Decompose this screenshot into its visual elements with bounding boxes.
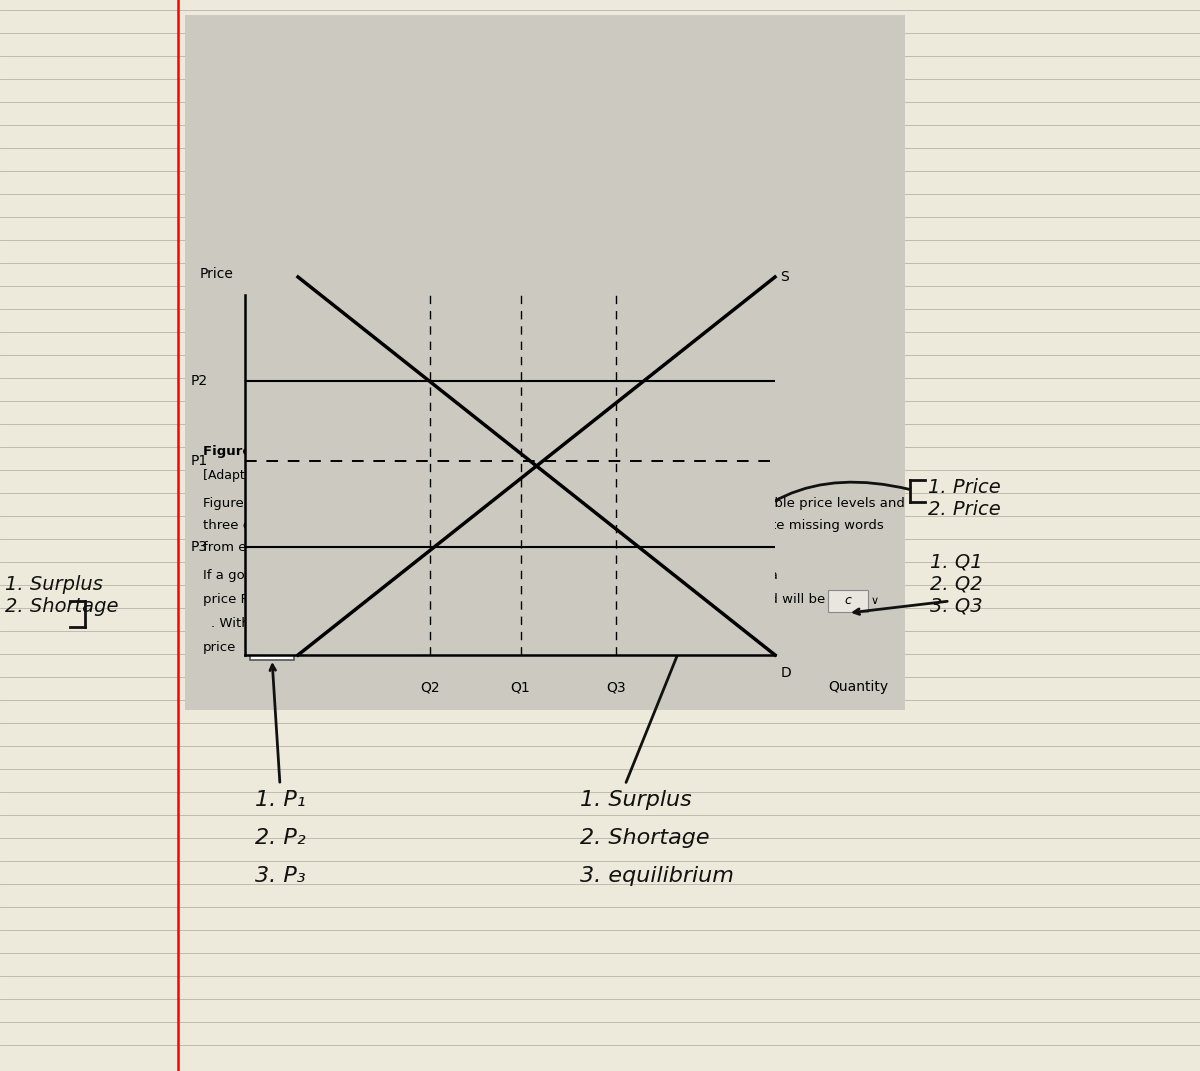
Text: price: price (203, 642, 236, 654)
Text: Quantity: Quantity (828, 680, 888, 694)
FancyBboxPatch shape (670, 565, 724, 588)
Text: .: . (311, 642, 316, 654)
Text: Figure 6 shows a market supply (S) and demand curve (D) for wheat, with three po: Figure 6 shows a market supply (S) and d… (203, 497, 905, 510)
Text: 3. P₃: 3. P₃ (256, 866, 306, 886)
Text: Q2: Q2 (421, 680, 440, 694)
Text: . At a: . At a (743, 569, 778, 582)
Text: 2. P₂: 2. P₂ (256, 828, 306, 848)
FancyBboxPatch shape (370, 590, 432, 612)
Text: [Adapted from Figure 12.9 from Book 2 – an additional line labelled P₃ is added]: [Adapted from Figure 12.9 from Book 2 – … (203, 469, 703, 482)
Text: 3. Q3: 3. Q3 (930, 597, 983, 616)
Text: Price: Price (200, 267, 234, 281)
Bar (185, 15, 905, 710)
FancyBboxPatch shape (828, 590, 868, 612)
Text: 2. Price: 2. Price (928, 500, 1001, 519)
Text: a: a (694, 571, 701, 584)
Text: e: e (268, 643, 276, 655)
Text: Q3: Q3 (606, 680, 626, 694)
Text: b: b (396, 594, 406, 608)
Text: of wheat in the market and the quantity supplied will be: of wheat in the market and the quantity … (449, 593, 826, 606)
Text: 2. Shortage: 2. Shortage (580, 828, 709, 848)
FancyBboxPatch shape (662, 614, 709, 636)
FancyBboxPatch shape (250, 638, 294, 660)
Text: P3: P3 (191, 540, 208, 554)
Text: from each drop down list.: from each drop down list. (203, 541, 373, 554)
Text: three different quantities.  Complete the statement below by selecting the appro: three different quantities. Complete the… (203, 519, 883, 532)
Text: 2. Q2: 2. Q2 (930, 575, 983, 594)
Text: d: d (682, 618, 690, 632)
Text: ∨: ∨ (727, 572, 736, 582)
Text: Q1: Q1 (511, 680, 530, 694)
Text: 3. equilibrium: 3. equilibrium (580, 866, 734, 886)
Text: ×: × (712, 620, 721, 630)
Text: 1. Price: 1. Price (928, 478, 1001, 497)
Text: 1. P₁: 1. P₁ (256, 790, 306, 810)
Text: ∨: ∨ (298, 644, 305, 654)
Text: D: D (780, 666, 791, 680)
Text: 2. Shortage: 2. Shortage (5, 597, 119, 616)
Text: P2: P2 (191, 375, 208, 389)
Text: Figure 6 Market supply and demand curves for wheat: Figure 6 Market supply and demand curves… (203, 444, 605, 458)
Text: S: S (780, 270, 790, 284)
Text: ∨: ∨ (871, 595, 880, 606)
Text: 1. Q1: 1. Q1 (930, 553, 983, 572)
Text: 1. Surplus: 1. Surplus (580, 790, 691, 810)
Text: price P₂ there will be a: price P₂ there will be a (203, 593, 354, 606)
Text: 1. Surplus: 1. Surplus (5, 575, 103, 594)
Text: P1: P1 (191, 454, 208, 468)
Text: ∨: ∨ (436, 595, 443, 606)
Text: at a: at a (726, 617, 751, 630)
Text: If a government sets the price to be no lower than P₂ this is an example of a: If a government sets the price to be no … (203, 569, 713, 582)
Text: . Without government interference, the market would be expected to return to: . Without government interference, the m… (211, 617, 737, 630)
Text: c: c (845, 594, 852, 607)
